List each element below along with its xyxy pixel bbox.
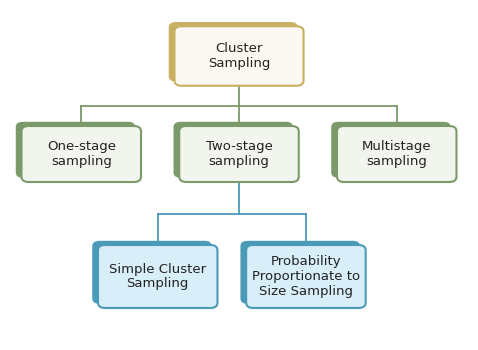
FancyBboxPatch shape (240, 241, 360, 304)
Text: Two-stage
sampling: Two-stage sampling (206, 140, 272, 168)
FancyBboxPatch shape (22, 126, 141, 182)
FancyBboxPatch shape (337, 126, 456, 182)
FancyBboxPatch shape (169, 22, 298, 82)
FancyBboxPatch shape (174, 26, 304, 86)
FancyBboxPatch shape (174, 122, 293, 178)
Text: Multistage
sampling: Multistage sampling (362, 140, 432, 168)
FancyBboxPatch shape (246, 245, 366, 308)
FancyBboxPatch shape (16, 122, 135, 178)
Text: Probability
Proportionate to
Size Sampling: Probability Proportionate to Size Sampli… (252, 255, 360, 298)
FancyBboxPatch shape (331, 122, 451, 178)
Text: Cluster
Sampling: Cluster Sampling (208, 42, 270, 70)
Text: Simple Cluster
Sampling: Simple Cluster Sampling (109, 262, 206, 290)
Text: One-stage
sampling: One-stage sampling (47, 140, 116, 168)
FancyBboxPatch shape (92, 241, 212, 304)
FancyBboxPatch shape (98, 245, 217, 308)
FancyBboxPatch shape (179, 126, 299, 182)
